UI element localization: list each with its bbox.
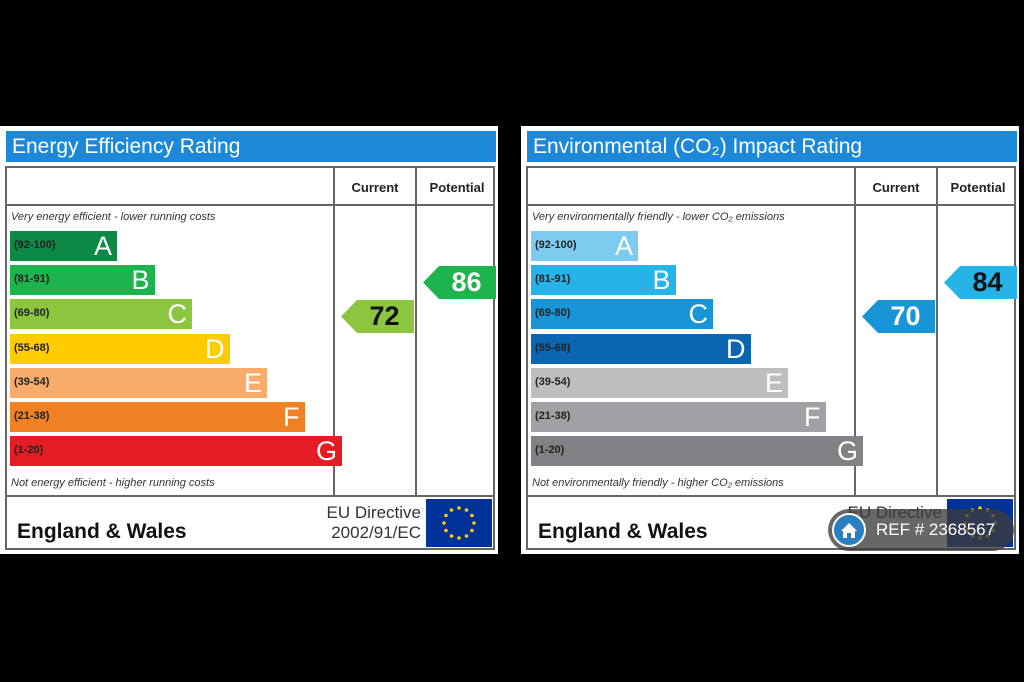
environmental-impact-panel: Environmental (CO₂) Impact Rating Curren… (521, 126, 1019, 554)
chart-title: Energy Efficiency Rating (6, 131, 496, 162)
band-letter: F (283, 402, 300, 432)
header-divider (528, 204, 1014, 206)
directive-line-2: 2002/91/EC (331, 523, 421, 542)
band-letter: G (315, 436, 337, 467)
rating-band-g: (1-20) G (10, 436, 342, 467)
eu-stars-icon (442, 506, 476, 540)
column-divider (333, 168, 335, 495)
current-arrow-shape (862, 300, 935, 333)
band-letter: G (836, 436, 858, 467)
band-letter: E (764, 367, 783, 398)
bottom-note: Not energy efficient - higher running co… (11, 477, 215, 489)
band-letter: D (205, 333, 225, 364)
rating-band-e: (39-54) E (531, 367, 788, 398)
rating-band-c: (69-80) C (10, 299, 192, 330)
chart-title: Environmental (CO₂) Impact Rating (527, 131, 1017, 162)
bottom-note: Not environmentally friendly - higher CO… (532, 477, 784, 489)
band-range-label: (1-20) (535, 444, 565, 457)
band-letter: A (614, 231, 633, 261)
column-divider (936, 168, 938, 495)
rating-band-a: (92-100) A (10, 231, 117, 261)
band-letter: A (93, 231, 112, 261)
rating-band-a: (92-100) A (531, 231, 638, 261)
band-range-label: (1-20) (14, 444, 44, 457)
rating-band-g: (1-20) G (531, 436, 863, 467)
footer-divider (528, 495, 1014, 497)
band-range-label: (55-68) (14, 341, 50, 354)
current-column-header: Current (872, 180, 920, 195)
potential-rating-value: 84 (972, 266, 1003, 297)
band-range-label: (69-80) (14, 307, 50, 320)
current-rating-value: 70 (890, 301, 921, 331)
band-range-label: (39-54) (535, 375, 571, 388)
band-range-label: (21-38) (14, 410, 50, 422)
chart-frame: Current Potential Very environmentally fri… (526, 166, 1017, 550)
band-range-label: (81-91) (535, 273, 571, 286)
region-label: England & Wales (538, 520, 708, 543)
energy-efficiency-panel: Energy Efficiency Rating Current Potentia… (0, 126, 498, 554)
current-rating-arrow: 70 (862, 300, 935, 333)
rating-band-b: (81-91) B (531, 265, 676, 296)
rating-band-d: (55-68) D (10, 333, 230, 364)
top-note: Very environmentally friendly - lower CO… (532, 211, 785, 223)
rating-band-b: (81-91) B (10, 265, 155, 296)
potential-column-header: Potential (429, 180, 485, 195)
column-divider (415, 168, 417, 495)
band-range-label: (39-54) (14, 375, 50, 388)
home-icon (832, 513, 866, 547)
potential-rating-value: 86 (451, 266, 482, 297)
footer-divider (7, 495, 493, 497)
current-arrow-shape (341, 300, 414, 333)
directive-line-1: EU Directive (326, 503, 421, 522)
band-letter: E (243, 367, 262, 398)
rating-band-e: (39-54) E (10, 367, 267, 398)
current-column-header: Current (351, 180, 399, 195)
band-letter: B (131, 265, 150, 296)
current-rating-arrow: 72 (341, 300, 414, 333)
potential-rating-arrow: 84 (944, 265, 1017, 299)
reference-badge: REF # 2368567 (828, 509, 1014, 551)
potential-rating-arrow: 86 (423, 265, 496, 299)
current-rating-value: 72 (369, 301, 400, 331)
potential-column-header: Potential (950, 180, 1006, 195)
reference-number: REF # 2368567 (876, 520, 996, 539)
potential-arrow-shape (944, 265, 1017, 299)
region-label: England & Wales (17, 520, 187, 543)
band-letter: F (804, 402, 821, 432)
band-range-label: (92-100) (535, 239, 577, 251)
band-letter: C (688, 299, 709, 330)
rating-band-f: (21-38) F (10, 402, 305, 432)
band-range-label: (81-91) (14, 273, 50, 286)
band-range-label: (69-80) (535, 307, 571, 320)
band-range-label: (92-100) (14, 239, 56, 251)
header-divider (7, 204, 493, 206)
rating-band-d: (55-68) D (531, 333, 751, 364)
rating-band-f: (21-38) F (531, 402, 826, 432)
rating-band-c: (69-80) C (531, 299, 713, 330)
band-letter: B (652, 265, 671, 296)
potential-arrow-shape (423, 265, 496, 299)
band-letter: C (167, 299, 188, 330)
band-range-label: (55-68) (535, 341, 571, 354)
band-range-label: (21-38) (535, 410, 571, 422)
top-note: Very energy efficient - lower running co… (11, 211, 216, 223)
chart-frame: Current Potential Very energy efficient - … (5, 166, 496, 550)
eu-directive-label: EU Directive 2002/91/EC (309, 503, 421, 543)
eu-flag-icon (426, 499, 492, 547)
band-letter: D (726, 333, 746, 364)
column-divider (854, 168, 856, 495)
